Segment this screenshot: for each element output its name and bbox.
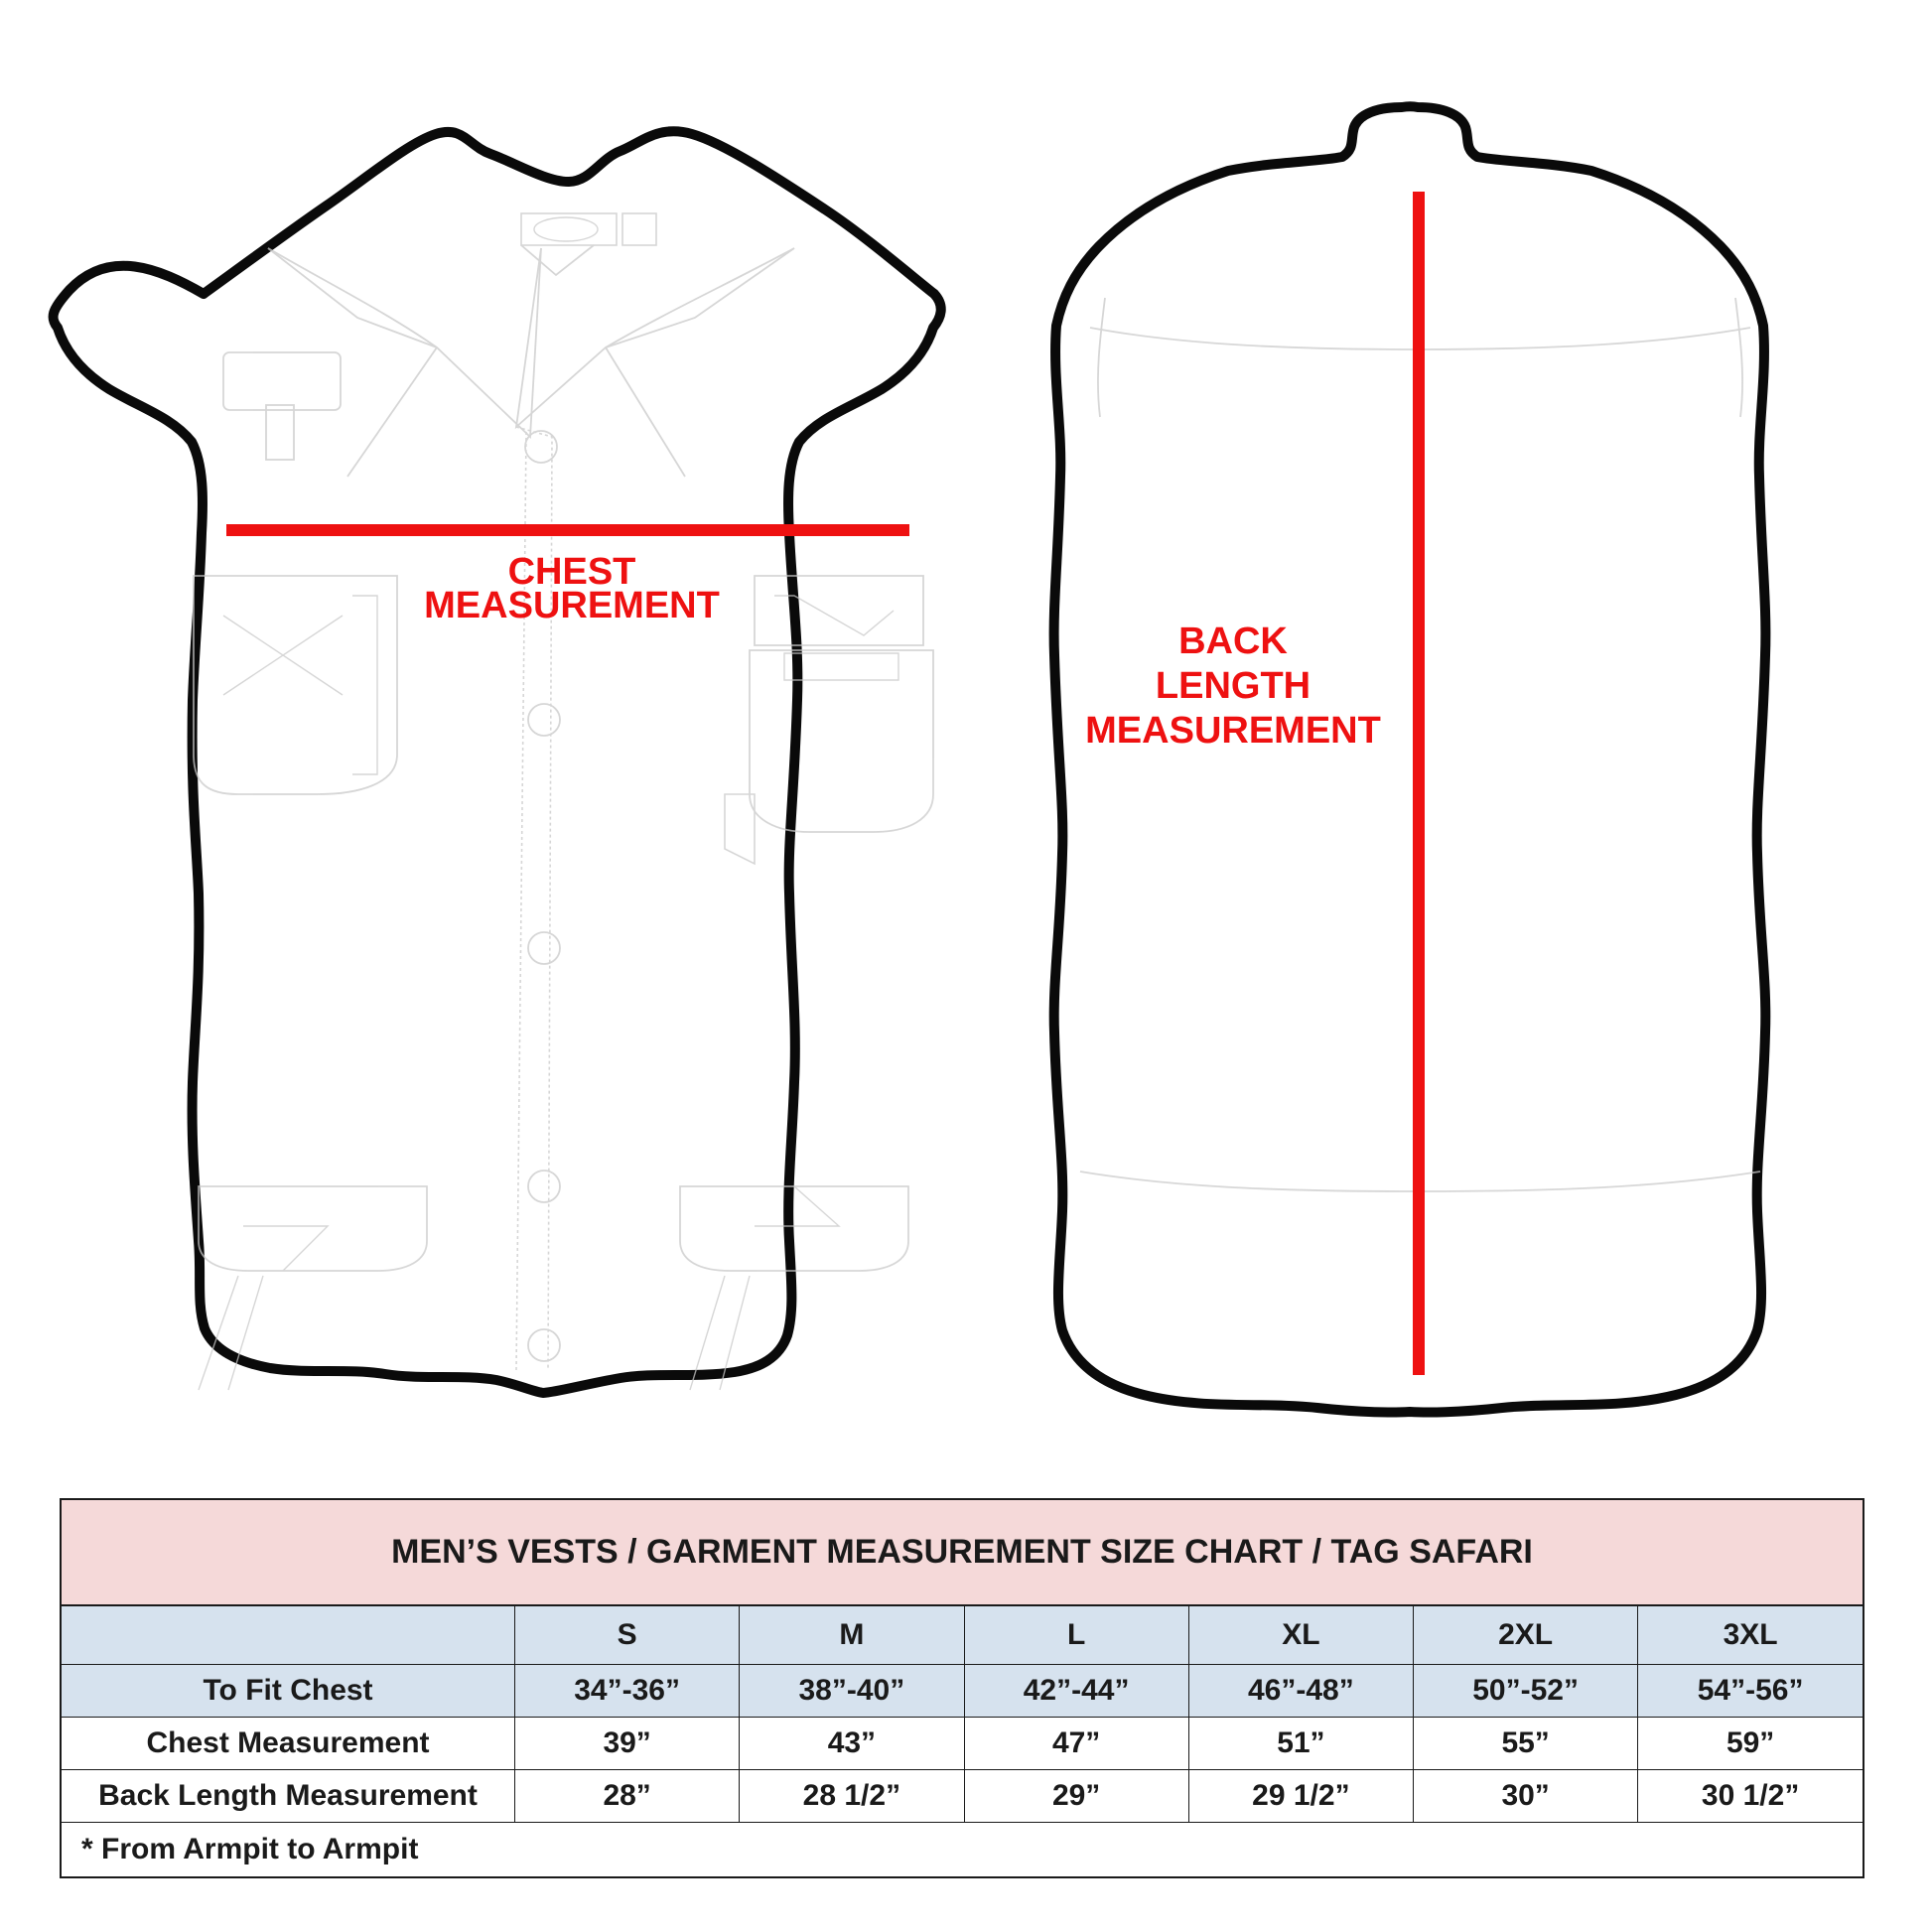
svg-text:MEASUREMENT: MEASUREMENT bbox=[424, 585, 720, 626]
svg-text:MEASUREMENT: MEASUREMENT bbox=[1085, 710, 1381, 752]
svg-text:LENGTH: LENGTH bbox=[1156, 665, 1311, 707]
svg-text:BACK: BACK bbox=[1178, 621, 1288, 662]
